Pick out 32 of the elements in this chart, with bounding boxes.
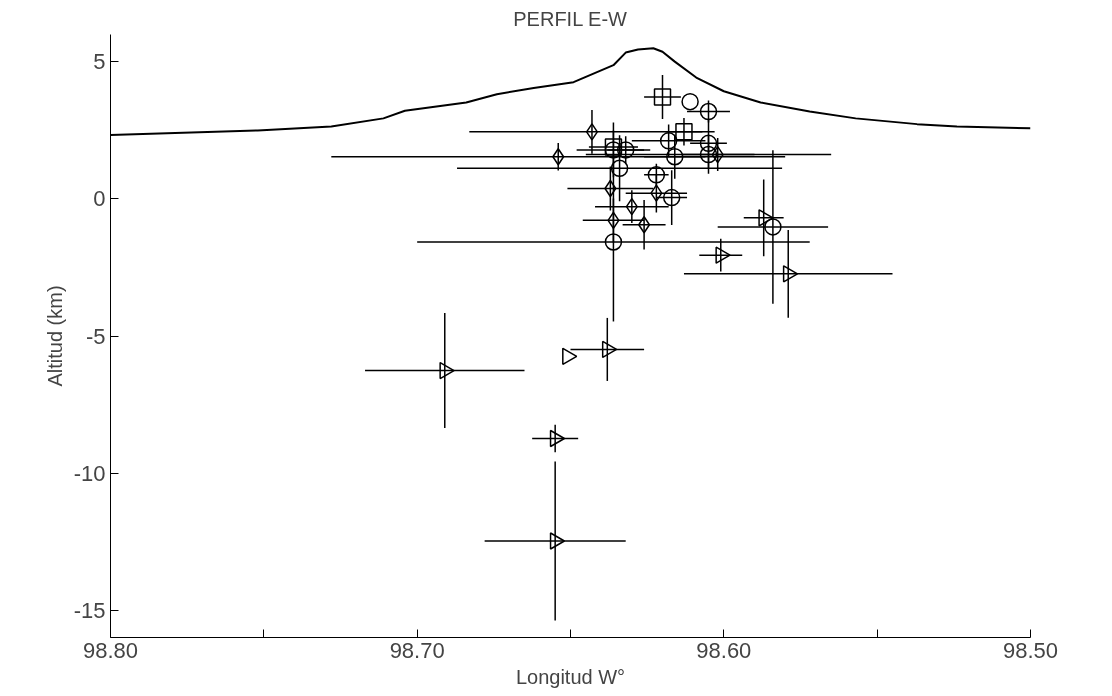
point	[616, 141, 635, 159]
x-tick-label: 98.60	[696, 637, 752, 663]
point	[699, 102, 718, 121]
point	[562, 347, 578, 366]
point	[699, 145, 718, 164]
y-tick-label: 5	[93, 49, 106, 75]
x-tick-label: 98.50	[1002, 637, 1059, 663]
point	[662, 188, 681, 207]
y-tick-label: -5	[85, 323, 106, 349]
y-tick-label: -15	[73, 597, 106, 623]
point	[601, 340, 618, 359]
point	[764, 218, 782, 236]
point	[699, 134, 718, 153]
y-tick-label: 0	[93, 186, 106, 212]
y-tick-label: -10	[73, 460, 106, 486]
point	[659, 132, 678, 150]
chart-title: PERFIL E-W	[513, 7, 628, 30]
y-axis-title: Altitud (km)	[43, 285, 66, 387]
point	[604, 233, 623, 251]
x-tick-label: 98.70	[389, 637, 445, 663]
point	[439, 361, 455, 380]
point	[681, 92, 699, 111]
point	[549, 429, 566, 448]
point	[610, 159, 629, 177]
point	[549, 532, 566, 550]
point	[675, 123, 693, 141]
point	[647, 166, 666, 184]
x-tick-label: 98.80	[82, 637, 139, 663]
point	[585, 123, 599, 141]
x-axis-title: Longitud W°	[515, 665, 626, 688]
point	[650, 184, 663, 202]
point	[653, 88, 672, 106]
